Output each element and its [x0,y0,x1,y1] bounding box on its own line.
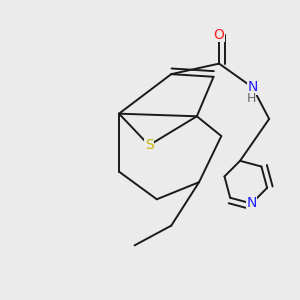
Text: S: S [145,138,153,152]
Text: N: N [247,80,258,94]
Text: H: H [246,92,256,105]
Text: O: O [214,28,224,42]
Text: N: N [246,196,257,211]
